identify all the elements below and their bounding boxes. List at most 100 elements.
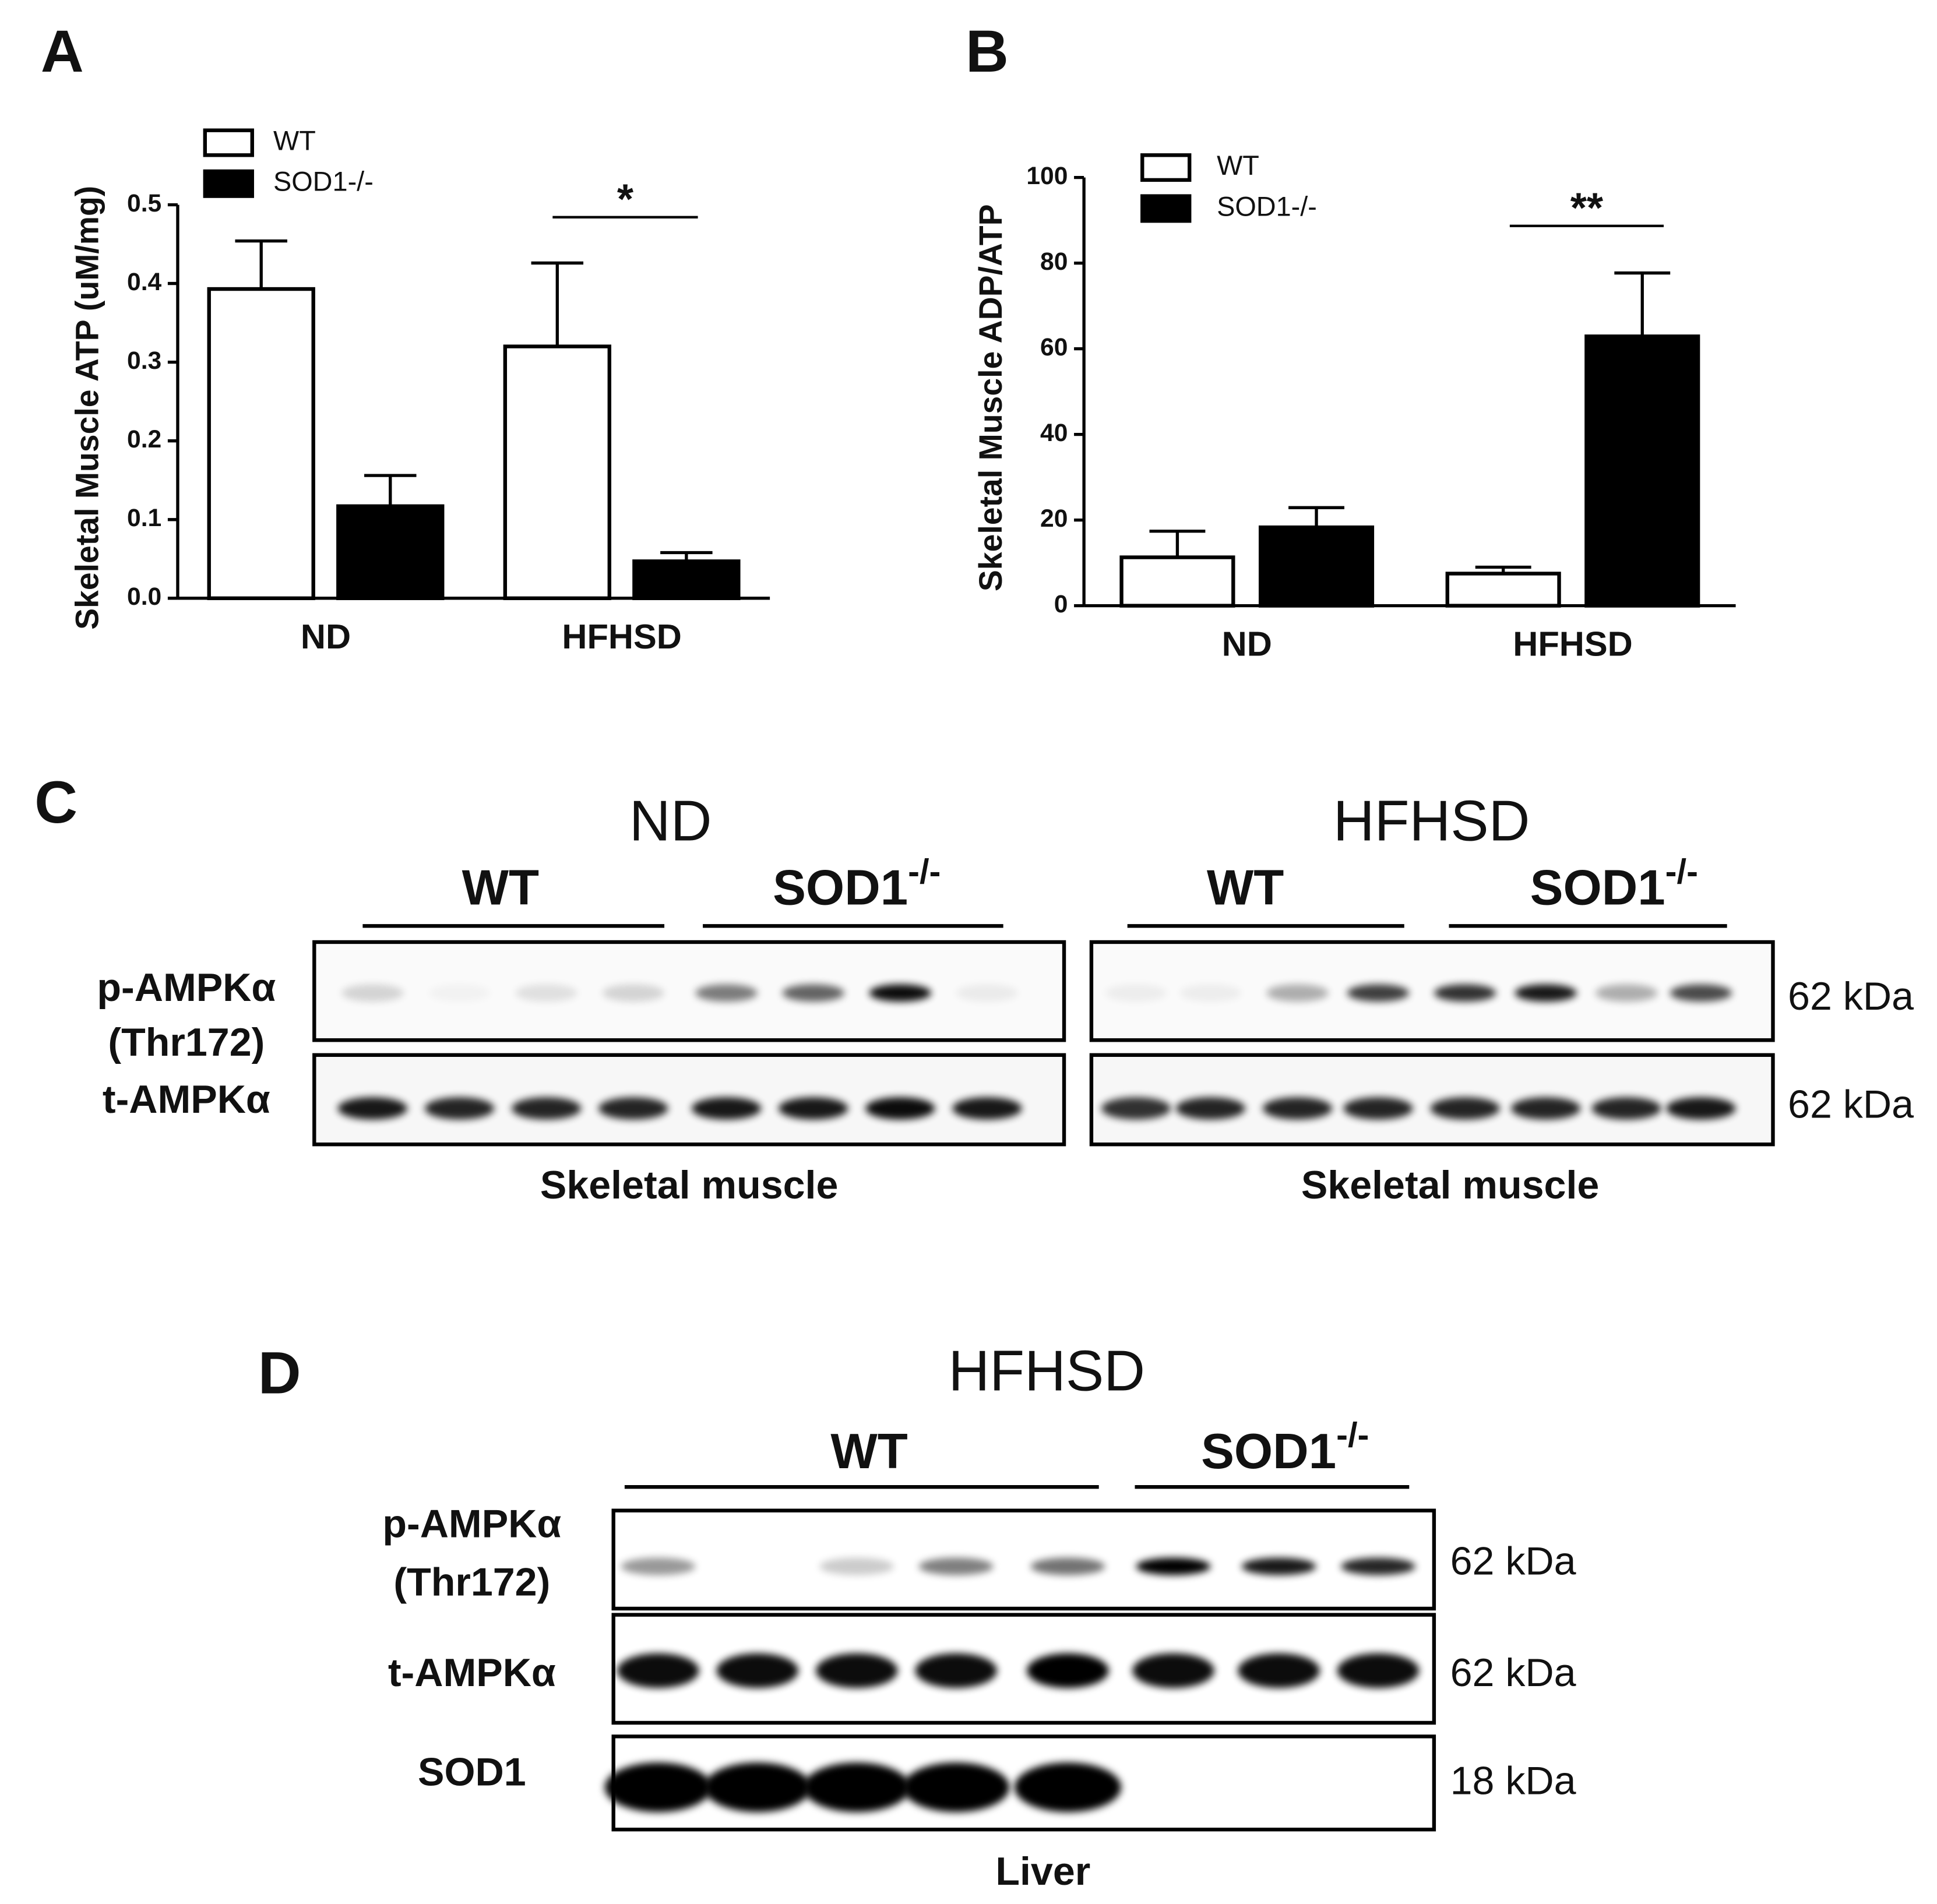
group-name: SOD1 xyxy=(1530,860,1665,915)
blot-band xyxy=(915,1653,997,1688)
blot-frame xyxy=(312,1053,1066,1147)
y-tick-label: 0.0 xyxy=(127,583,161,611)
blot-band xyxy=(1434,984,1496,1002)
blot-band xyxy=(1266,984,1329,1002)
group-label: WT xyxy=(462,860,539,915)
blot-band xyxy=(428,984,491,1002)
blot-frame xyxy=(312,940,1066,1042)
group-name: WT xyxy=(830,1423,907,1479)
size-label: 18 kDa xyxy=(1450,1758,1576,1803)
y-tick-label: 0.1 xyxy=(127,504,161,532)
blot-band xyxy=(1341,1557,1415,1575)
blot-band xyxy=(1136,1557,1211,1575)
bar xyxy=(1584,334,1700,608)
blot-band xyxy=(691,1097,762,1120)
blot-title: HFHSD xyxy=(948,1338,1145,1402)
blot-band xyxy=(1241,1557,1316,1575)
bar xyxy=(1445,572,1561,608)
blot-band xyxy=(1337,1653,1420,1688)
blot-band xyxy=(1132,1653,1214,1688)
tissue-label: Skeletal muscle xyxy=(540,1163,838,1207)
blot-band xyxy=(1510,1097,1581,1120)
blot-band xyxy=(1027,1653,1109,1688)
blot-band xyxy=(1101,1097,1171,1120)
blot-band xyxy=(918,1557,994,1575)
row-label: t-AMPKα xyxy=(103,1077,270,1122)
bar xyxy=(632,559,741,601)
legend-label: WT xyxy=(1217,150,1259,181)
blot-band xyxy=(424,1097,495,1120)
blot-band xyxy=(1262,1097,1333,1120)
bar xyxy=(503,344,611,601)
blot-band xyxy=(865,1097,935,1120)
row-label: p-AMPKα xyxy=(97,965,276,1010)
y-tick-label: 40 xyxy=(1040,419,1068,447)
blot-band xyxy=(598,1097,668,1120)
blot-band xyxy=(782,984,844,1002)
blot-band xyxy=(341,984,404,1002)
legend-swatch xyxy=(1140,194,1192,223)
size-label: 62 kDa xyxy=(1450,1651,1576,1695)
blot-band xyxy=(1591,1097,1661,1120)
panel-label: C xyxy=(34,768,78,835)
bar xyxy=(207,287,315,601)
blot-band xyxy=(1238,1653,1320,1688)
panel-label: A xyxy=(41,17,84,84)
x-tick-label: ND xyxy=(1222,625,1272,664)
y-tick-label: 60 xyxy=(1040,333,1068,361)
blot-band xyxy=(1343,1097,1413,1120)
y-tick-label: 80 xyxy=(1040,248,1068,276)
blot-band xyxy=(1670,984,1732,1002)
legend-swatch xyxy=(203,128,254,157)
group-superscript: -/- xyxy=(1665,852,1698,891)
blot-band xyxy=(903,1762,1010,1813)
size-label: 62 kDa xyxy=(1788,974,1914,1018)
blot-title: ND xyxy=(629,789,712,853)
y-tick-label: 0.2 xyxy=(127,425,161,453)
blot-band xyxy=(602,984,665,1002)
tissue-label: Skeletal muscle xyxy=(1301,1163,1599,1207)
blot-frame xyxy=(611,1508,1436,1611)
bar xyxy=(336,504,445,601)
blot-band xyxy=(695,984,758,1002)
blot-band xyxy=(621,1557,696,1575)
group-label: SOD1-/- xyxy=(1201,1415,1369,1479)
blot-band xyxy=(617,1653,699,1688)
size-label: 62 kDa xyxy=(1450,1539,1576,1583)
blot-band xyxy=(1030,1557,1105,1575)
y-tick-label: 100 xyxy=(1026,162,1068,190)
row-label: p-AMPKα xyxy=(382,1501,561,1546)
group-label: WT xyxy=(1207,860,1284,915)
group-superscript: -/- xyxy=(1336,1415,1369,1454)
y-axis-label: Skeletal Muscle ATP (uM/mg) xyxy=(69,186,105,630)
legend-label: SOD1-/- xyxy=(1217,191,1317,221)
row-label: (Thr172) xyxy=(108,1020,265,1064)
blot-band xyxy=(1347,984,1410,1002)
row-label: t-AMPKα xyxy=(388,1651,556,1695)
x-tick-label: ND xyxy=(301,617,351,656)
panel-label: D xyxy=(258,1339,301,1406)
y-tick-label: 0.3 xyxy=(127,347,161,375)
blot-band xyxy=(1515,984,1577,1002)
y-tick-label: 0.5 xyxy=(127,189,161,217)
blot-band xyxy=(819,1557,894,1575)
blot-band xyxy=(515,984,577,1002)
bar xyxy=(1119,555,1235,608)
blot-band xyxy=(869,984,932,1002)
y-tick-label: 20 xyxy=(1040,505,1068,533)
blot-band xyxy=(779,1097,848,1120)
group-label: SOD1-/- xyxy=(1530,852,1698,916)
blot-band xyxy=(815,1653,898,1688)
blot-title: HFHSD xyxy=(1333,789,1530,853)
x-tick-label: HFHSD xyxy=(562,617,681,656)
blot-band xyxy=(1014,1762,1122,1813)
group-name: WT xyxy=(462,860,539,915)
blot-band xyxy=(1430,1097,1500,1120)
blot-band xyxy=(1595,984,1658,1002)
blot-band xyxy=(1105,984,1167,1002)
blot-band xyxy=(704,1762,811,1813)
group-label: WT xyxy=(830,1423,907,1479)
legend-swatch xyxy=(1140,153,1192,182)
size-label: 62 kDa xyxy=(1788,1082,1914,1126)
